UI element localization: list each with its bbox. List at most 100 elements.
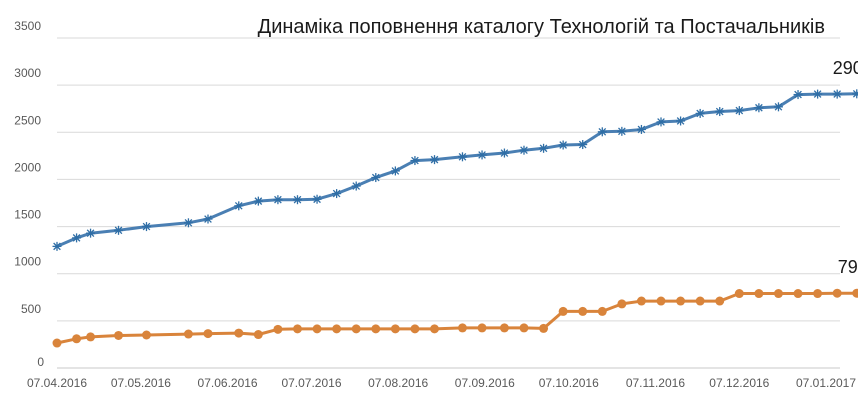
data-point — [410, 156, 420, 166]
data-point — [558, 306, 568, 316]
data-point — [499, 148, 509, 158]
data-point — [676, 116, 686, 126]
data-point — [371, 324, 381, 334]
data-point — [695, 108, 705, 118]
x-tick-label: 07.05.2016 — [111, 376, 171, 390]
y-tick-label: 2500 — [14, 113, 41, 127]
x-tick-label: 07.11.2016 — [626, 376, 685, 390]
data-point — [852, 288, 858, 298]
series-1: 2908 — [52, 58, 858, 251]
data-point — [253, 196, 263, 206]
data-point — [597, 306, 607, 316]
y-tick-label: 1000 — [14, 255, 41, 269]
chart-title: Динаміка поповнення каталогу Технологій … — [258, 16, 825, 38]
series-end-label: 793 — [838, 257, 858, 277]
data-point — [114, 330, 124, 340]
data-point — [332, 189, 342, 199]
data-point — [477, 150, 487, 160]
data-point — [371, 173, 381, 183]
data-point — [519, 145, 529, 155]
data-point — [273, 324, 283, 334]
data-point — [332, 324, 342, 334]
y-tick-label: 500 — [21, 302, 41, 316]
y-tick-label: 2000 — [14, 160, 41, 174]
chart-series: 2908 793 — [52, 58, 858, 348]
y-tick-label: 3000 — [14, 66, 41, 80]
data-point — [430, 324, 440, 334]
data-point — [52, 338, 62, 348]
data-point — [656, 117, 666, 127]
data-point — [539, 143, 549, 153]
data-point — [183, 329, 193, 339]
data-point — [114, 225, 124, 235]
data-point — [390, 166, 400, 176]
data-point — [656, 296, 666, 306]
data-point — [141, 222, 151, 232]
data-point — [351, 181, 361, 191]
data-point — [141, 330, 151, 340]
data-point — [578, 306, 588, 316]
data-point — [813, 89, 823, 99]
data-point — [578, 140, 588, 150]
data-point — [72, 334, 82, 344]
data-point — [430, 155, 440, 165]
y-tick-label: 0 — [37, 355, 44, 369]
data-point — [351, 324, 361, 334]
data-point — [734, 106, 744, 116]
data-point — [273, 195, 283, 205]
data-point — [292, 324, 302, 334]
data-point — [773, 102, 783, 112]
data-point — [457, 323, 467, 333]
data-point — [312, 324, 322, 334]
data-point — [312, 194, 322, 204]
data-point — [86, 228, 96, 238]
data-point — [695, 296, 705, 306]
gridlines — [57, 37, 840, 369]
data-point — [203, 214, 213, 224]
data-point — [636, 124, 646, 134]
data-point — [86, 332, 96, 342]
series-2: 793 — [52, 257, 858, 348]
data-point — [715, 107, 725, 117]
y-axis-tick-labels: 0 500 1000 1500 2000 2500 3000 3500 — [14, 19, 44, 369]
y-tick-label: 3500 — [14, 19, 41, 33]
x-tick-label: 07.12.2016 — [709, 376, 769, 390]
data-point — [499, 323, 509, 333]
series-line — [55, 92, 858, 248]
data-point — [676, 296, 686, 306]
data-point — [519, 323, 529, 333]
data-point — [832, 89, 842, 99]
data-point — [539, 323, 549, 333]
data-point — [457, 152, 467, 162]
data-point — [754, 289, 764, 299]
x-tick-label: 07.07.2016 — [281, 376, 341, 390]
y-tick-label: 1500 — [14, 208, 41, 222]
x-tick-label: 07.09.2016 — [455, 376, 515, 390]
data-point — [183, 218, 193, 228]
data-point — [234, 328, 244, 338]
data-point — [636, 296, 646, 306]
data-point — [617, 126, 627, 136]
data-point — [292, 195, 302, 205]
data-point — [72, 233, 82, 243]
x-tick-label: 07.01.2017 — [796, 376, 856, 390]
data-point — [410, 324, 420, 334]
x-tick-label: 07.06.2016 — [198, 376, 258, 390]
data-point — [715, 296, 725, 306]
data-point — [773, 289, 783, 299]
data-point — [558, 140, 568, 150]
data-point — [390, 324, 400, 334]
data-point — [793, 90, 803, 100]
data-point — [203, 329, 213, 339]
x-tick-label: 07.04.2016 — [27, 376, 87, 390]
x-tick-label: 07.10.2016 — [539, 376, 599, 390]
data-point — [832, 288, 842, 298]
data-point — [793, 289, 803, 299]
data-point — [253, 330, 263, 340]
data-point — [477, 323, 487, 333]
data-point — [617, 299, 627, 309]
data-point — [734, 289, 744, 299]
data-point — [813, 289, 823, 299]
data-point — [597, 127, 607, 137]
x-tick-label: 07.08.2016 — [368, 376, 428, 390]
